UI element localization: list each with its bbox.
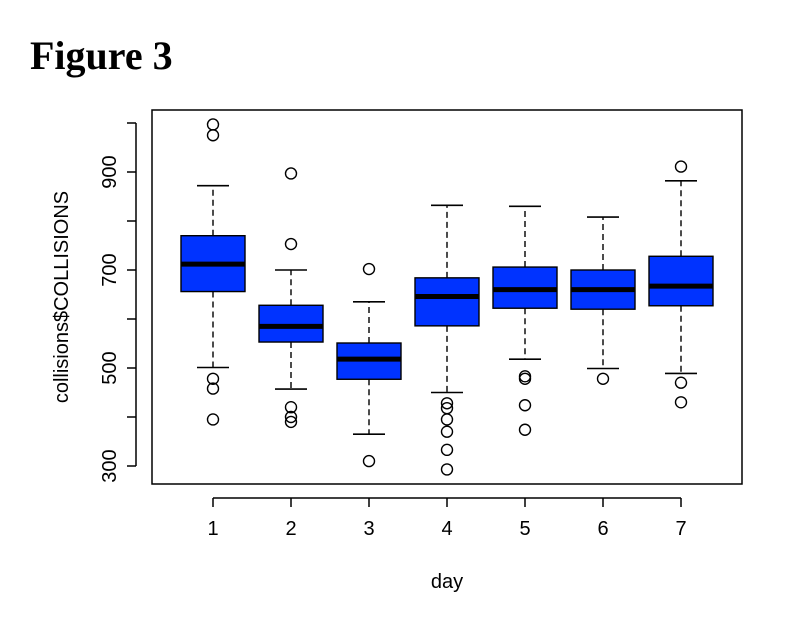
x-tick-label: 2 bbox=[285, 518, 296, 540]
outlier-point bbox=[440, 425, 454, 438]
outlier-point bbox=[518, 370, 532, 383]
y-axis: 300 500 700 900 bbox=[99, 122, 137, 483]
box-iqr bbox=[648, 255, 714, 307]
x-axis: 1 2 3 4 5 6 7 bbox=[207, 497, 687, 540]
outlier-point bbox=[206, 129, 220, 142]
box-iqr bbox=[414, 277, 480, 327]
outlier-point bbox=[284, 401, 298, 414]
x-axis-label: day bbox=[431, 571, 463, 593]
outlier-point bbox=[284, 167, 298, 180]
box-group-day-3 bbox=[336, 262, 402, 468]
outlier-point bbox=[440, 397, 454, 410]
outlier-point bbox=[518, 423, 532, 436]
y-tick-label: 900 bbox=[99, 155, 121, 188]
outlier-point bbox=[284, 237, 298, 251]
outlier-point bbox=[674, 376, 688, 389]
box-group-day-5 bbox=[492, 205, 558, 436]
y-tick-label: 300 bbox=[99, 449, 121, 482]
outlier-point bbox=[206, 372, 220, 385]
x-tick-label: 3 bbox=[363, 518, 374, 540]
y-tick-label: 700 bbox=[99, 253, 121, 286]
x-tick-label: 1 bbox=[207, 518, 218, 540]
x-tick-label: 6 bbox=[597, 518, 608, 540]
x-tick-label: 4 bbox=[441, 518, 452, 540]
outlier-point bbox=[440, 443, 454, 457]
y-tick-label: 500 bbox=[99, 351, 121, 384]
box-group-day-4 bbox=[414, 204, 480, 476]
y-axis-label: collisions$COLLISIONS bbox=[51, 191, 73, 403]
outlier-point bbox=[362, 262, 376, 276]
outlier-point bbox=[440, 413, 454, 426]
box-iqr bbox=[258, 304, 324, 343]
outlier-point bbox=[362, 454, 376, 468]
box-group-day-7 bbox=[648, 160, 714, 409]
outlier-point bbox=[284, 415, 298, 429]
outlier-point bbox=[440, 463, 454, 476]
outlier-point bbox=[206, 118, 220, 131]
outlier-point bbox=[206, 382, 220, 395]
box-group-day-2 bbox=[258, 167, 324, 429]
outlier-point bbox=[674, 396, 688, 409]
outlier-point bbox=[284, 410, 298, 424]
x-tick-label: 5 bbox=[519, 518, 530, 540]
outlier-point bbox=[440, 401, 454, 415]
x-tick-label: 7 bbox=[675, 518, 686, 540]
outlier-point bbox=[518, 399, 532, 412]
box-series bbox=[180, 118, 714, 476]
plot-frame bbox=[151, 109, 743, 485]
outlier-point bbox=[206, 413, 220, 426]
outlier-point bbox=[674, 160, 688, 173]
outlier-point bbox=[596, 372, 610, 385]
outlier-point bbox=[518, 372, 532, 385]
figure-title: Figure 3 bbox=[30, 33, 173, 78]
box-group-day-1 bbox=[180, 118, 246, 426]
box-group-day-6 bbox=[570, 216, 636, 385]
